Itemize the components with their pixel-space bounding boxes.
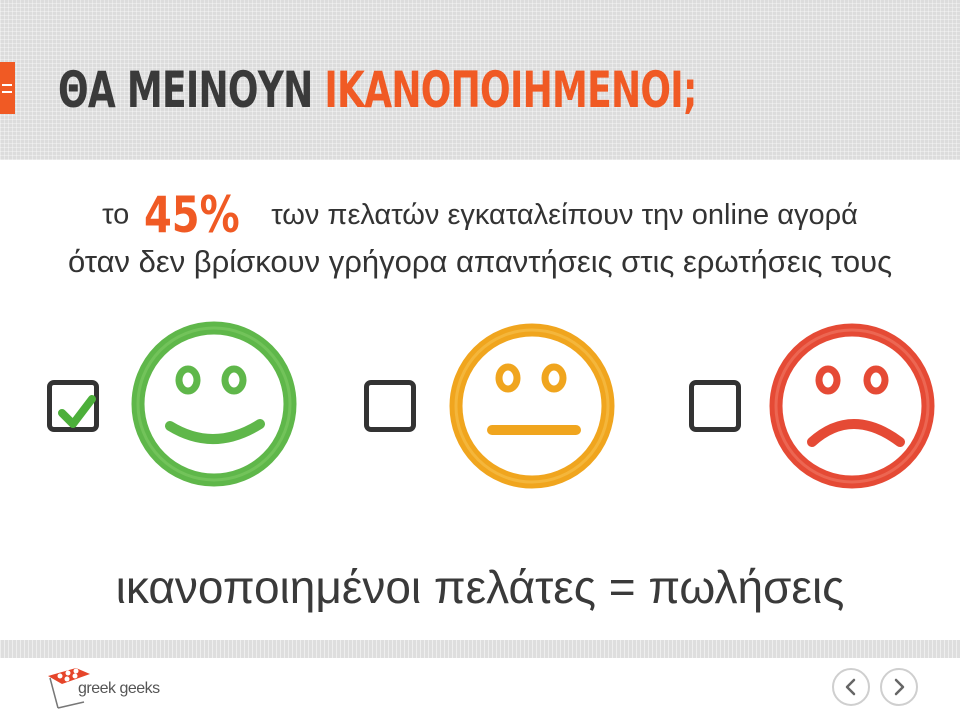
neutral-face-icon [449, 323, 615, 489]
logo-text: greek geeks [78, 680, 160, 697]
chevron-left-icon [845, 678, 856, 696]
bottom-slogan: ικανοποιημένοι πελάτες = πωλήσεις [115, 561, 845, 613]
checkbox-neutral[interactable] [364, 380, 416, 432]
stat-line-1: το 45% των πελατών εγκαταλείπουν την onl… [0, 186, 960, 246]
stat-prefix: το [102, 198, 130, 231]
footer-strip [0, 640, 960, 658]
checkbox-unsatisfied[interactable] [689, 380, 741, 432]
menu-button[interactable] [0, 62, 15, 114]
checkmark-icon [58, 395, 96, 428]
title-part-2: ΙΚΑΝΟΠΟΙΗΜΕΝΟΙ; [324, 61, 697, 119]
checkbox-satisfied[interactable] [47, 380, 99, 432]
hamburger-icon [2, 84, 12, 86]
sad-face-icon [769, 323, 935, 489]
prev-slide-button[interactable] [832, 668, 870, 706]
stat-line-2: όταν δεν βρίσκουν γρήγορα απαντήσεις στι… [67, 244, 893, 279]
title-part-1: ΘΑ ΜΕΙΝΟΥΝ [58, 61, 313, 119]
header-banner [0, 0, 960, 160]
stat-percent: 45% [144, 186, 241, 244]
next-slide-button[interactable] [880, 668, 918, 706]
hamburger-icon-bar [2, 91, 12, 93]
chevron-right-icon [894, 678, 905, 696]
page-title: ΘΑ ΜΕΙΝΟΥΝ ΙΚΑΝΟΠΟΙΗΜΕΝΟΙ; [58, 52, 697, 128]
happy-face-icon [131, 321, 297, 487]
stat-suffix: των πελατών εγκαταλείπουν την online αγο… [271, 198, 858, 231]
greek-geeks-logo-icon [48, 668, 90, 709]
